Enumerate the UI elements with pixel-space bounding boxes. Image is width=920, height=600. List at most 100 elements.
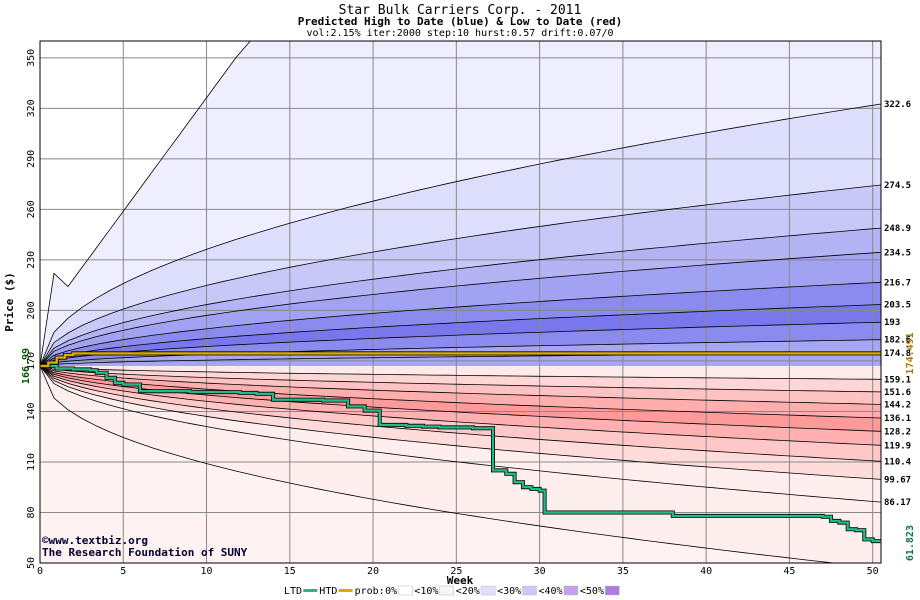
y-tick-label: 80 (26, 506, 37, 518)
y-tick-label: 140 (26, 402, 37, 420)
x-tick-label: 25 (450, 566, 462, 577)
chart-parameters: vol:2.15% iter:2000 step:10 hurst:0.57 d… (306, 28, 613, 39)
chart-title: Star Bulk Carriers Corp. - 2011 (339, 3, 582, 18)
high-band (40, 185, 881, 366)
x-axis-label: Week (447, 574, 474, 587)
low-band (40, 366, 881, 405)
high-band-median (40, 352, 881, 366)
plot-frame (39, 40, 882, 564)
quantile-lines (40, 41, 881, 563)
y-tick-label: 320 (26, 99, 37, 117)
legend-prob-item-label: <50% (580, 586, 604, 597)
x-tick-label: 15 (284, 566, 296, 577)
current-price-label: 174.491 (905, 332, 916, 374)
x-tick-label: 40 (700, 566, 712, 577)
x-tick-label: 50 (867, 566, 879, 577)
quantile-line (40, 365, 881, 480)
quantile-end-label: 174.8 (884, 349, 911, 359)
y-axis-label: Price ($) (3, 272, 16, 332)
quantile-line (40, 281, 881, 367)
quantile-end-label: 274.5 (884, 181, 911, 191)
x-tick-label: 20 (367, 566, 379, 577)
y-tick-label: 290 (26, 150, 37, 168)
quantile-line (40, 365, 881, 503)
series-line-htd (40, 352, 881, 368)
legend-prob-item-label: <40% (539, 586, 563, 597)
quantile-end-label: 144.2 (884, 400, 911, 410)
high-band (40, 252, 881, 366)
low-band (40, 366, 881, 480)
quantile-line (40, 251, 881, 367)
credit-website: ©www.textbiz.org (42, 534, 148, 547)
y-tick-label: 50 (26, 557, 37, 569)
quantile-line (40, 103, 881, 367)
quantile-line (40, 184, 881, 367)
legend-prob-swatch (522, 585, 537, 596)
x-tick-label: 0 (37, 566, 43, 577)
plot-area: 322.6274.5248.9234.5216.7203.5193182.617… (21, 40, 916, 577)
legend-prob-item-label: <20% (456, 586, 480, 597)
legend: LTD HTD prob: 0% <10% <20% <30% <40% <50% (284, 585, 620, 597)
quantile-end-label: 136.1 (884, 414, 911, 424)
quantile-line (40, 365, 881, 405)
legend-prob-swatch (480, 585, 496, 596)
quantile-line (40, 304, 881, 367)
axis-ticks: 0 5 10 15 20 25 30 35 40 45 50 50 80 110 140 170 200 230 2… (21, 49, 916, 577)
legend-prob-label: prob: (355, 586, 385, 597)
high-band (40, 304, 881, 366)
quantile-line (40, 365, 881, 393)
low-band (40, 366, 881, 503)
y-tick-label: 230 (26, 251, 37, 269)
y-tick-label: 110 (26, 453, 37, 471)
start-price-label: 166.99 (21, 348, 32, 384)
low-band (40, 366, 881, 380)
legend-prob-item-label: <30% (497, 586, 521, 597)
quantile-end-label: 110.4 (884, 457, 912, 467)
credit-organization: The Research Foundation of SUNY (42, 546, 248, 559)
high-band (40, 41, 881, 366)
x-tick-label: 35 (617, 566, 629, 577)
quantile-line (40, 321, 881, 367)
quantile-line (40, 41, 881, 367)
legend-prob-swatch (398, 585, 413, 596)
y-tick-label: 170 (26, 352, 37, 370)
x-tick-label: 30 (534, 566, 546, 577)
legend-ltd-label: LTD (284, 586, 302, 597)
legend-prob-swatch (563, 585, 579, 596)
quantile-end-label: 322.6 (884, 100, 911, 110)
low-band (40, 366, 881, 462)
quantile-end-label: 119.9 (884, 441, 911, 451)
chart-subtitle: Predicted High to Date (blue) & Low to D… (298, 15, 623, 28)
high-band (40, 322, 881, 366)
low-band (40, 366, 881, 418)
legend-prob-item-label: 0% (385, 586, 397, 597)
quantile-end-label: 203.5 (884, 301, 911, 311)
quantile-line (40, 365, 881, 446)
low-band (40, 366, 881, 446)
quantile-end-label: 151.6 (884, 388, 911, 398)
quantile-end-label: 99.67 (884, 475, 911, 485)
high-band (40, 228, 881, 366)
grid (39, 41, 881, 564)
quantile-end-label: 248.9 (884, 224, 911, 234)
quantile-line (40, 365, 881, 462)
quantile-end-label: 86.17 (884, 498, 911, 508)
high-band (40, 282, 881, 366)
series-line-ltd (40, 364, 881, 544)
ltd-last-label: 61.823 (905, 525, 916, 561)
quantile-line (40, 365, 881, 380)
low-band-outer (40, 366, 881, 563)
legend-prob-item-label: <10% (414, 586, 438, 597)
quantile-end-labels: 322.6 274.5 248.9 234.5 216.7 203.5 193 182.6 17… (884, 100, 912, 508)
legend-prob-swatch (605, 585, 620, 596)
quantile-end-label: 234.5 (884, 248, 911, 258)
y-tick-label: 260 (26, 200, 37, 218)
low-band (40, 366, 881, 392)
quantile-end-label: 128.2 (884, 427, 911, 437)
y-tick-label: 350 (26, 49, 37, 67)
high-band (40, 104, 881, 366)
quantile-end-label: 159.1 (884, 375, 911, 385)
legend-ltd-swatch (303, 589, 318, 592)
quantile-line (40, 227, 881, 367)
